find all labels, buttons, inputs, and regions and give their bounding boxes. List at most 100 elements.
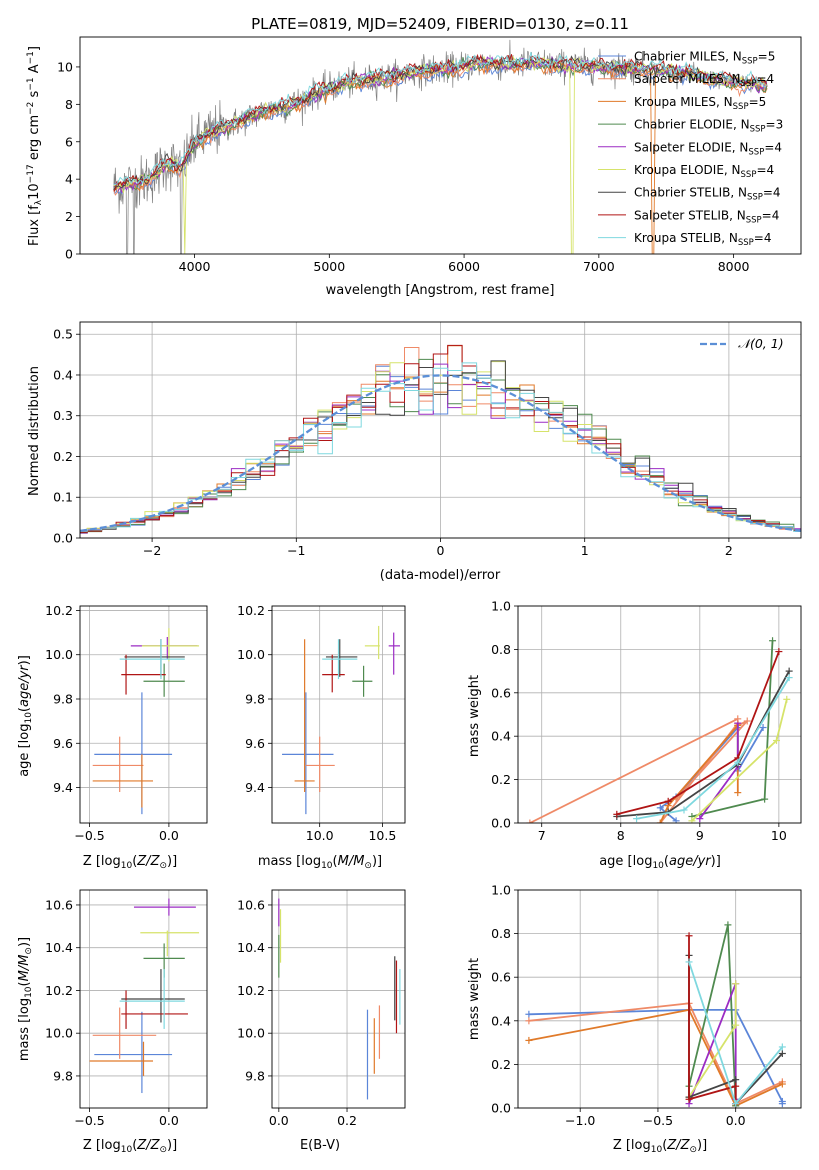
agem-point <box>282 692 334 815</box>
wz-marker <box>778 1100 786 1108</box>
y-tick-label: 0.5 <box>53 327 73 342</box>
agez-ylabel: age [log10(age/yr)] <box>17 655 34 777</box>
legend-label-kroupa-miles: Kroupa MILES, NSSP=5 <box>634 95 766 112</box>
legend-label-salpeter-miles: Salpeter MILES, NSSP=4 <box>634 72 774 89</box>
y-tick-label: 9.8 <box>53 1068 73 1083</box>
legend-label-kroupa-stelib: Kroupa STELIB, NSSP=4 <box>634 231 772 248</box>
wage-marker <box>734 715 742 723</box>
agez-point <box>130 637 198 660</box>
wage-marker <box>664 797 672 805</box>
ticks: −2 −1 0 1 2 0.0 0.1 0.2 0.3 0.4 0.5 <box>53 327 733 558</box>
y-tick-label: 10.2 <box>45 983 73 998</box>
wage-marker <box>734 758 742 766</box>
wage-marker <box>743 717 751 725</box>
wz-series-line <box>688 935 737 1104</box>
mass-vs-ebv-panel: 0.0 0.2 9.8 10.0 10.2 10.4 10.6 <box>237 889 406 1128</box>
x-tick-label: 0.0 <box>159 828 179 843</box>
wage-marker <box>656 819 664 823</box>
y-tick-label: 9.8 <box>245 692 265 707</box>
x-tick-label: 0 <box>437 543 445 558</box>
mass-weight-vs-age-panel: 7 8 9 10 0.0 0.2 0.4 0.6 0.8 1.0 <box>491 599 802 843</box>
agez-point <box>143 663 185 697</box>
massz-point <box>133 898 196 916</box>
wz-series-line <box>528 1002 783 1105</box>
y-tick-label: 6 <box>65 134 73 149</box>
wage-series-line <box>691 640 774 818</box>
wage-ylabel: mass weight <box>467 675 482 757</box>
plot-area <box>282 625 400 815</box>
agem-xlabel: mass [log10(M/M⊙)] <box>258 854 382 871</box>
agem-point <box>388 632 400 675</box>
axes-frame <box>517 605 802 824</box>
x-tick-label: 4000 <box>179 259 211 274</box>
massz-point <box>89 1041 154 1076</box>
wz-marker <box>732 1021 740 1029</box>
x-tick-label: −1.0 <box>565 1113 595 1128</box>
agem-point <box>294 639 315 792</box>
y-tick-label: 0.4 <box>491 729 511 744</box>
legend-label-salpeter-elodie: Salpeter ELODIE, NSSP=4 <box>634 140 782 157</box>
y-tick-label: 10.0 <box>237 647 265 662</box>
plot-area <box>278 898 401 1100</box>
y-tick-label: 9.4 <box>53 780 73 795</box>
wz-marker <box>525 1036 533 1044</box>
x-tick-label: 0.0 <box>269 1113 289 1128</box>
wz-marker <box>685 958 693 966</box>
wage-marker <box>734 789 742 797</box>
massz-ylabel: mass [log10(M/M⊙)] <box>17 937 34 1061</box>
massz-point <box>119 969 185 1029</box>
x-tick-label: −0.5 <box>74 828 104 843</box>
y-tick-label: 0.0 <box>491 1101 511 1116</box>
legend-label-kroupa-elodie: Kroupa ELODIE, NSSP=4 <box>634 163 774 180</box>
y-tick-label: 10.2 <box>237 603 265 618</box>
agem-point <box>364 625 380 660</box>
y-tick-label: 0.4 <box>53 367 73 382</box>
x-tick-label: −1 <box>287 543 305 558</box>
wz-marker <box>732 1100 740 1108</box>
grid <box>272 606 405 823</box>
wage-marker <box>769 637 777 645</box>
mass-vs-z-panel: −0.5 0.0 9.8 10.0 10.2 10.4 10.6 <box>45 889 208 1128</box>
ticks: −0.5 0.0 9.4 9.6 9.8 10.0 10.2 <box>45 603 179 843</box>
spectrum-panel: 4000 5000 6000 7000 8000 0 2 4 6 8 10 Chabrier MILE… <box>57 36 802 274</box>
agez-point <box>119 639 185 680</box>
y-tick-label: 0.2 <box>491 1057 511 1072</box>
axes-frame <box>517 889 802 1109</box>
massz-point <box>94 1011 173 1094</box>
y-tick-label: 9.8 <box>245 1068 265 1083</box>
x-tick-label: 9 <box>696 828 704 843</box>
agez-point <box>94 692 173 815</box>
histogram-steps-salpeter-stelib <box>80 344 801 533</box>
grid <box>80 606 207 823</box>
axes-frame <box>79 36 802 255</box>
y-tick-label: 8 <box>65 97 73 112</box>
x-tick-label: 8000 <box>718 259 750 274</box>
residual-histogram-panel: −2 −1 0 1 2 0.0 0.1 0.2 0.3 0.4 0.5 𝒩(0, 1) <box>53 321 802 558</box>
x-tick-label: 7000 <box>583 259 615 274</box>
wage-series-line <box>616 670 790 818</box>
wz-series-line <box>688 924 737 1106</box>
y-tick-label: 10.2 <box>45 603 73 618</box>
spectrum-model-kroupa-miles <box>113 58 768 254</box>
massz-point <box>121 990 188 1029</box>
histogram-steps-chabrier-elodie <box>80 358 801 533</box>
axes-frame <box>79 605 208 824</box>
agem-point <box>325 639 358 677</box>
wage-marker <box>672 817 680 823</box>
histogram-steps-chabrier-stelib <box>80 360 801 534</box>
spectrum-model-kroupa-elodie <box>113 55 768 254</box>
agez-point <box>121 654 166 695</box>
age-vs-mass-panel: 10.0 10.5 9.4 9.6 9.8 10.0 10.2 <box>237 603 406 843</box>
ticks: −1.0 −0.5 0.0 0.0 0.2 0.4 0.6 0.8 1.0 <box>491 883 746 1129</box>
wage-marker <box>783 695 791 703</box>
x-tick-label: 2 <box>725 543 733 558</box>
plot-area <box>80 344 801 534</box>
x-tick-label: 0.0 <box>726 1113 746 1128</box>
x-tick-label: −2 <box>143 543 161 558</box>
y-tick-label: 10.6 <box>237 897 265 912</box>
wage-xlabel: age [log10(age/yr)] <box>599 854 721 871</box>
plot-area <box>526 637 793 823</box>
y-tick-label: 9.6 <box>245 736 265 751</box>
y-tick-label: 10.0 <box>237 1026 265 1041</box>
